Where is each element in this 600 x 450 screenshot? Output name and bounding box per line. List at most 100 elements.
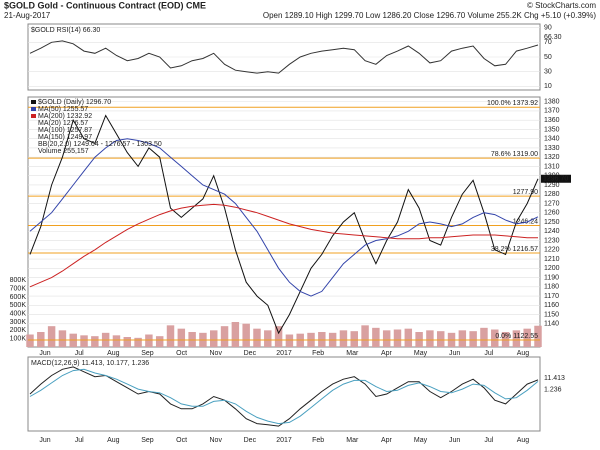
y-tick-label: 1270 bbox=[544, 200, 560, 207]
volume-bar bbox=[274, 326, 283, 347]
y-tick-label: 1310 bbox=[544, 163, 560, 170]
header-source: © StockCharts.com bbox=[527, 1, 596, 10]
volume-bar bbox=[361, 325, 369, 347]
y-tick-label: 10 bbox=[544, 83, 552, 90]
right-label: 11.413 bbox=[544, 375, 565, 382]
series-line bbox=[29, 114, 539, 335]
y-tick-label: 1360 bbox=[544, 117, 560, 124]
volume-bar bbox=[210, 330, 218, 347]
legend-entry: MA(200) 1232.92 bbox=[38, 113, 92, 120]
volume-bar bbox=[415, 332, 423, 347]
x-tick-label: 2017 bbox=[276, 350, 292, 357]
y-tick-label: 1370 bbox=[544, 108, 560, 115]
volume-tick-label: 100K bbox=[10, 336, 27, 343]
volume-bar bbox=[253, 328, 261, 347]
y-tick-label: 1330 bbox=[544, 145, 560, 152]
volume-bar bbox=[534, 325, 542, 347]
y-tick-label: 1260 bbox=[544, 210, 560, 217]
y-tick-label: 1320 bbox=[544, 154, 560, 161]
volume-bar bbox=[523, 328, 531, 347]
volume-bar bbox=[37, 332, 45, 347]
x-tick-label: Feb bbox=[312, 437, 324, 444]
volume-bar bbox=[58, 330, 67, 347]
y-tick-label: 30 bbox=[544, 69, 552, 76]
series-line bbox=[29, 203, 539, 288]
volume-tick-label: 300K bbox=[10, 319, 27, 326]
x-tick-label: Feb bbox=[312, 350, 324, 357]
volume-tick-label: 800K bbox=[10, 277, 27, 284]
y-tick-label: 1190 bbox=[544, 274, 559, 281]
y-tick-label: 1250 bbox=[544, 219, 560, 226]
x-tick-label: Nov bbox=[210, 437, 223, 444]
y-tick-label: 1220 bbox=[544, 247, 560, 254]
volume-tick-label: 400K bbox=[10, 311, 27, 318]
x-tick-label: Nov bbox=[210, 350, 223, 357]
y-tick-label: 50 bbox=[544, 54, 552, 61]
volume-bar bbox=[458, 330, 467, 347]
volume-bar bbox=[80, 335, 88, 347]
series-line bbox=[29, 366, 539, 427]
close-label: 1296.70 bbox=[543, 176, 568, 183]
x-tick-label: May bbox=[414, 350, 428, 357]
volume-bar bbox=[47, 326, 56, 347]
panel-title: $GOLD RSI(14) 66.30 bbox=[31, 27, 100, 34]
series-line bbox=[29, 40, 539, 74]
volume-bar bbox=[436, 331, 445, 347]
x-tick-label: Aug bbox=[107, 437, 120, 444]
legend-entry: MA(50) 1255.57 bbox=[38, 106, 88, 113]
volume-bar bbox=[512, 330, 521, 347]
x-tick-label: Jul bbox=[75, 350, 84, 357]
y-tick-label: 1210 bbox=[544, 256, 560, 263]
volume-bar bbox=[404, 328, 413, 347]
volume-bar bbox=[134, 337, 142, 347]
x-tick-label: Apr bbox=[381, 437, 393, 444]
last-label: 66.30 bbox=[544, 34, 562, 41]
volume-tick-label: 600K bbox=[10, 294, 27, 301]
volume-bar bbox=[491, 329, 499, 347]
legend-entry: MA(150) 1249.97 bbox=[38, 134, 92, 141]
legend-entry: MA(20) 1276.57 bbox=[38, 120, 88, 127]
x-tick-label: Jun bbox=[39, 350, 50, 357]
close-box bbox=[541, 174, 571, 183]
y-tick-label: 1180 bbox=[544, 284, 559, 291]
header-quote: Open 1289.10 High 1299.70 Low 1286.20 Cl… bbox=[263, 11, 596, 20]
volume-bar bbox=[188, 332, 196, 347]
volume-bar bbox=[123, 337, 132, 347]
macd-frame bbox=[27, 356, 541, 432]
y-tick-label: 1380 bbox=[544, 98, 560, 105]
legend-entry: $GOLD (Daily) 1296.70 bbox=[38, 99, 111, 106]
x-tick-label: Oct bbox=[176, 350, 187, 357]
y-tick-label: 1350 bbox=[544, 126, 560, 133]
fib-label: 78.6% 1319.00 bbox=[491, 151, 538, 158]
y-tick-label: 1340 bbox=[544, 136, 560, 143]
fib-label: 1277.90 bbox=[513, 189, 538, 196]
volume-bar bbox=[350, 331, 358, 347]
x-tick-label: Mar bbox=[346, 437, 359, 444]
volume-bar bbox=[264, 330, 272, 347]
y-tick-label: 1240 bbox=[544, 228, 560, 235]
x-tick-label: Aug bbox=[517, 350, 530, 357]
y-tick-label: 90 bbox=[544, 25, 552, 32]
volume-bar bbox=[382, 330, 391, 347]
legend-swatch bbox=[31, 100, 36, 104]
x-tick-label: Jul bbox=[75, 437, 84, 444]
volume-tick-label: 500K bbox=[10, 302, 27, 309]
x-tick-label: Jun bbox=[449, 437, 460, 444]
fib-label: 100.0% 1373.92 bbox=[487, 100, 538, 107]
x-tick-label: 2017 bbox=[276, 437, 292, 444]
x-tick-label: Oct bbox=[176, 437, 187, 444]
y-tick-label: 1230 bbox=[544, 237, 560, 244]
volume-tick-label: 700K bbox=[10, 286, 27, 293]
volume-bar bbox=[155, 336, 164, 347]
legend-entry: Volume 255,157 bbox=[38, 148, 89, 155]
legend-swatch bbox=[31, 114, 36, 118]
volume-bar bbox=[480, 327, 488, 347]
volume-bar bbox=[501, 332, 510, 347]
legend-swatch bbox=[31, 107, 36, 111]
volume-bar bbox=[285, 334, 294, 347]
x-tick-label: May bbox=[414, 437, 428, 444]
volume-bar bbox=[145, 334, 153, 347]
x-tick-label: Sep bbox=[141, 437, 154, 444]
y-tick-label: 70 bbox=[544, 39, 552, 46]
